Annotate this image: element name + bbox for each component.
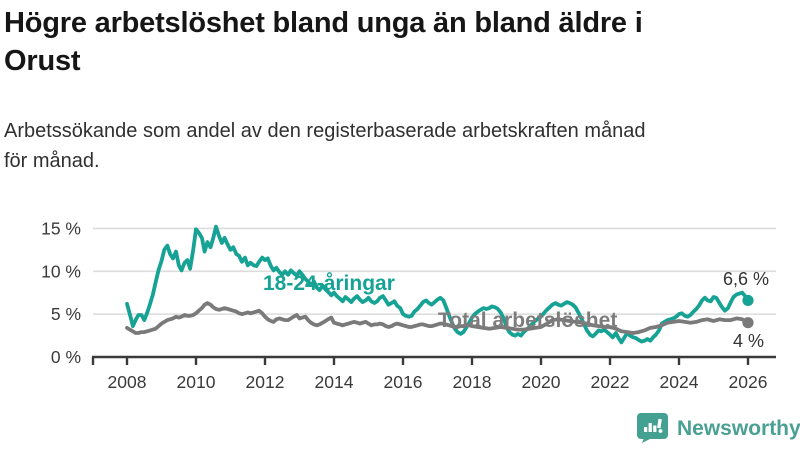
x-tick-label: 2012 bbox=[246, 372, 285, 392]
series-end-dot-0 bbox=[742, 294, 754, 307]
series-line-0 bbox=[125, 224, 750, 345]
newsworthy-logo-icon bbox=[637, 413, 668, 443]
subtitle-line-2: för månad. bbox=[4, 150, 100, 172]
chart-subtitle: Arbetssökande som andel av den registerb… bbox=[4, 116, 794, 176]
series-label-young: 18-24-åringar bbox=[263, 272, 395, 295]
x-tick-label: 2014 bbox=[315, 372, 354, 392]
series-label-total: Total arbetslöshet bbox=[438, 309, 618, 332]
title-line-1: Högre arbetslöshet bland unga än bland ä… bbox=[4, 7, 643, 39]
end-value-young: 6,6 % bbox=[723, 269, 770, 289]
x-tick-label: 2020 bbox=[522, 372, 561, 392]
x-tick-label: 2022 bbox=[591, 372, 630, 392]
logo-bar-chart-icon bbox=[644, 418, 663, 433]
x-tick-label: 2024 bbox=[660, 372, 699, 392]
page-title: Högre arbetslöshet bland unga än bland ä… bbox=[4, 4, 784, 80]
subtitle-line-1: Arbetssökande som andel av den registerb… bbox=[4, 120, 646, 142]
y-tick-label: 0 % bbox=[51, 347, 81, 367]
x-tick-label: 2010 bbox=[177, 372, 216, 392]
brand-name: Newsworthy bbox=[677, 416, 800, 440]
series-line-1 bbox=[125, 301, 750, 335]
title-line-2: Orust bbox=[4, 45, 81, 77]
x-tick-label: 2016 bbox=[384, 372, 423, 392]
newsworthy-brand: Newsworthy bbox=[637, 412, 800, 444]
x-tick-label: 2008 bbox=[108, 372, 147, 392]
y-tick-label: 5 % bbox=[51, 304, 81, 324]
x-tick-label: 2018 bbox=[453, 372, 492, 392]
end-value-total: 4 % bbox=[733, 331, 765, 351]
y-tick-label: 10 % bbox=[41, 261, 81, 281]
series-end-dot-1 bbox=[742, 317, 754, 329]
y-tick-label: 15 % bbox=[41, 218, 81, 238]
x-tick-label: 2026 bbox=[729, 372, 768, 392]
